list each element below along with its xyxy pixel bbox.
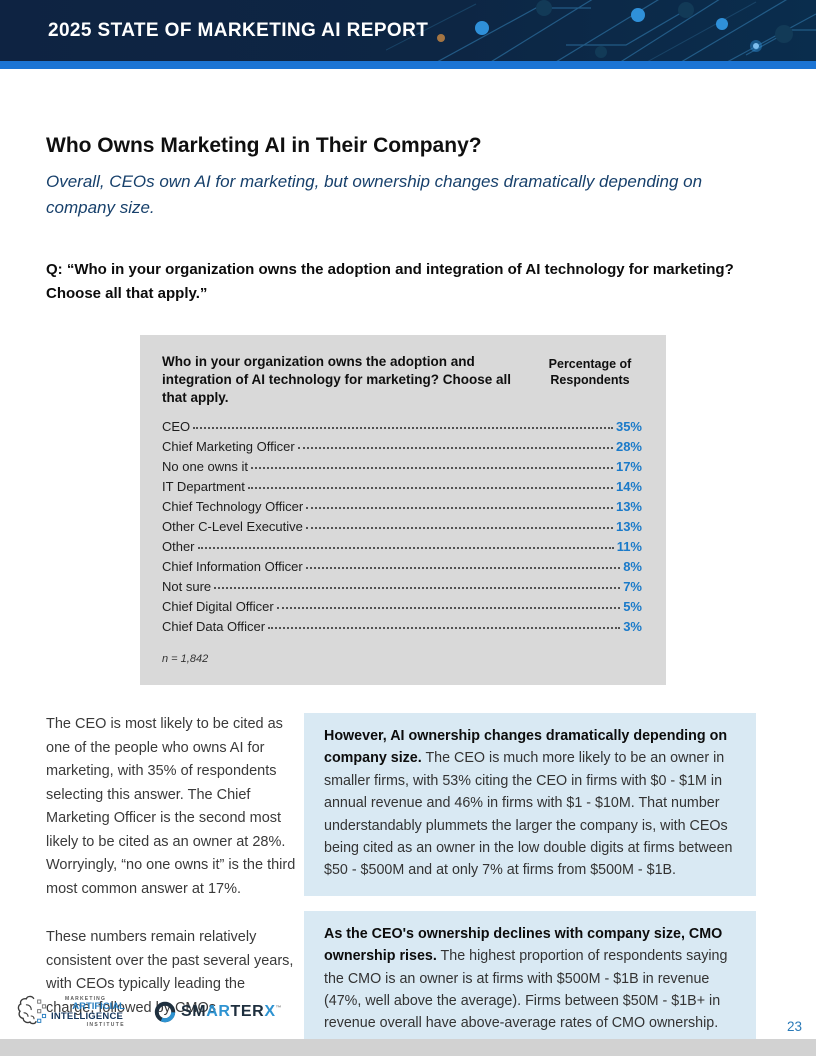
row-label: Other [162,539,195,554]
table-row: Chief Information Officer 8% [162,556,642,576]
callout-box-cmo-ownership: As the CEO's ownership declines with com… [304,910,756,1056]
table-row: Chief Marketing Officer 28% [162,436,642,456]
row-label: Chief Digital Officer [162,599,274,614]
row-label: Other C-Level Executive [162,519,303,534]
dotted-leader [247,487,613,489]
row-label: IT Department [162,479,245,494]
report-title: 2025 STATE OF MARKETING AI REPORT [48,19,429,41]
dotted-leader [251,467,613,469]
row-value: 8% [623,559,642,574]
callout-body: The CEO is much more likely to be an own… [324,750,733,879]
row-label: No one owns it [162,459,248,474]
callout-box-company-size: However, AI ownership changes dramatical… [304,713,756,896]
smarterx-circle-icon [154,1001,176,1023]
row-value: 3% [623,619,642,634]
callout-lead: However, AI ownership changes dramatical… [324,728,728,767]
table-row: Chief Data Officer 3% [162,616,642,636]
circuit-pattern-decoration [386,0,816,61]
row-value: 11% [616,539,642,554]
survey-rows: CEO 35% Chief Marketing Officer 28% No o… [162,416,642,636]
row-value: 5% [623,599,642,614]
dotted-leader [297,447,613,449]
table-row: CEO 35% [162,416,642,436]
page-number: 23 [786,1019,802,1034]
row-value: 14% [615,479,642,494]
trademark-symbol: ™ [275,1005,283,1012]
survey-table-title: Who in your organization owns the adopti… [162,354,512,405]
table-row: IT Department 14% [162,476,642,496]
dotted-leader [305,527,613,529]
table-row: No one owns it 17% [162,456,642,476]
row-label: Chief Marketing Officer [162,439,295,454]
left-text-column: The CEO is most likely to be cited as on… [46,713,297,1045]
smarterx-wordmark: SMARTERX™ [181,1003,283,1020]
table-row: Other 11% [162,536,642,556]
row-value: 13% [615,519,642,534]
right-callout-column: However, AI ownership changes dramatical… [304,713,756,1056]
row-value: 35% [615,419,642,434]
row-value: 7% [623,579,642,594]
body-columns: The CEO is most likely to be cited as on… [46,713,770,1056]
row-label: Chief Data Officer [162,619,266,634]
table-row: Chief Technology Officer 13% [162,496,642,516]
dotted-leader [214,587,621,589]
row-value: 13% [615,499,642,514]
header-accent-stripe [0,61,816,69]
footer-logos: MARKETING ARTIFICIAL INTELLIGENCE INSTIT… [16,993,282,1031]
table-row: Other C-Level Executive 13% [162,516,642,536]
dotted-leader [268,627,621,629]
body-paragraph: The CEO is most likely to be cited as on… [46,716,296,897]
table-row: Not sure 7% [162,576,642,596]
dotted-leader [193,427,613,429]
table-row: Chief Digital Officer 5% [162,596,642,616]
survey-results-card: Who in your organization owns the adopti… [140,335,666,685]
dotted-leader [305,567,621,569]
dotted-leader [306,507,613,509]
row-label: Not sure [162,579,212,594]
marketing-ai-institute-logo: MARKETING ARTIFICIAL INTELLIGENCE INSTIT… [16,993,125,1031]
report-header: 2025 STATE OF MARKETING AI REPORT [0,0,816,61]
bottom-bar [0,1039,816,1056]
survey-value-header: Percentage of Respondents [548,357,632,387]
marketing-ai-institute-wordmark: MARKETING ARTIFICIAL INTELLIGENCE INSTIT… [51,995,125,1028]
callout-lead: As the CEO's ownership declines with com… [324,925,723,965]
page-subtitle: Overall, CEOs own AI for marketing, but … [46,172,703,217]
survey-question: Q: “Who in your organization owns the ad… [46,261,734,302]
survey-table-header: Who in your organization owns the adopti… [162,353,642,407]
brain-icon [17,995,47,1025]
smarterx-logo: SMARTERX™ [153,1000,282,1024]
dotted-leader [276,607,621,609]
sample-size-note: n = 1,842 [162,653,209,665]
row-label: CEO [162,419,191,434]
row-label: Chief Technology Officer [162,499,304,514]
dotted-leader [197,547,614,549]
row-value: 28% [615,439,642,454]
page-title: Who Owns Marketing AI in Their Company? [46,134,482,157]
row-label: Chief Information Officer [162,559,303,574]
row-value: 17% [615,459,642,474]
